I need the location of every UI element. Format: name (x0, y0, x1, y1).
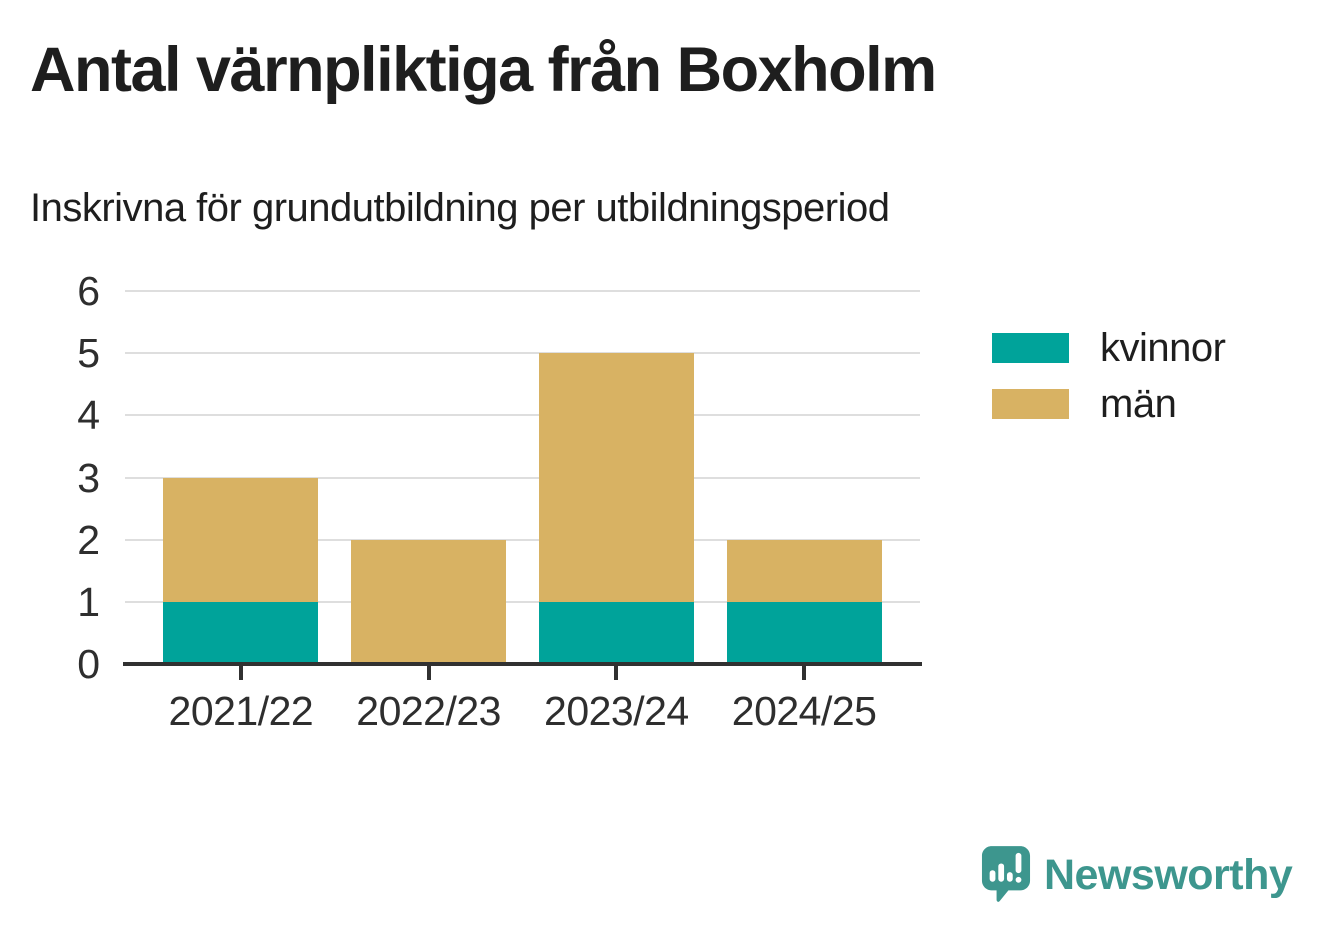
chart-subtitle: Inskrivna för grundutbildning per utbild… (30, 186, 890, 230)
newsworthy-logo: Newsworthy (981, 845, 1293, 905)
y-axis-label-2: 2 (77, 516, 100, 563)
x-axis-tick-2022-23 (426, 666, 431, 680)
legend-item-man: män (992, 382, 1225, 426)
gridline-y5 (125, 352, 920, 355)
x-axis-label-2024-25: 2024/25 (731, 688, 877, 734)
bar-segment-mn-2023-24 (538, 353, 694, 602)
bar-segment-kvinnor-2021-22 (163, 601, 319, 664)
bar-segment-mn-2021-22 (163, 477, 319, 602)
x-axis-tick-2021-22 (238, 666, 243, 680)
gridline-y1 (125, 600, 920, 603)
y-axis-label-0: 0 (77, 641, 100, 687)
newsworthy-logo-icon (981, 846, 1031, 902)
x-axis-label-2023-24: 2023/24 (544, 688, 689, 734)
y-axis-label-3: 3 (77, 454, 100, 501)
gridline-y2 (125, 538, 920, 541)
y-axis-label-6: 6 (77, 268, 100, 314)
legend-label-man: män (1100, 381, 1177, 426)
chart-title: Antal värnpliktiga från Boxholm (30, 35, 937, 105)
legend-item-kvinnor: kvinnor (992, 326, 1226, 370)
newsworthy-logo-text: Newsworthy (1044, 850, 1293, 899)
x-axis-label-2021-22: 2021/22 (168, 688, 314, 734)
legend-swatch-kvinnor (992, 333, 1069, 363)
legend-label-kvinnor: kvinnor (1100, 325, 1226, 370)
legend-swatch-man (992, 389, 1069, 419)
bar-segment-kvinnor-2024-25 (726, 601, 882, 664)
gridline-y4 (125, 414, 920, 417)
y-axis-label-1: 1 (77, 578, 100, 625)
x-axis-tick-2024-25 (802, 666, 807, 680)
y-axis-label-5: 5 (77, 330, 100, 377)
gridline-y6 (125, 290, 920, 292)
bar-segment-kvinnor-2023-24 (538, 601, 694, 664)
y-axis-label-4: 4 (77, 392, 100, 439)
gridline-y3 (125, 476, 920, 479)
x-axis-tick-2023-24 (614, 666, 619, 680)
bar-segment-mn-2024-25 (726, 539, 882, 602)
bar-segment-mn-2022-23 (351, 539, 507, 664)
x-axis-line (123, 662, 922, 666)
legend: kvinnor män (992, 326, 1226, 445)
x-axis-label-2022-23: 2022/23 (356, 688, 501, 734)
